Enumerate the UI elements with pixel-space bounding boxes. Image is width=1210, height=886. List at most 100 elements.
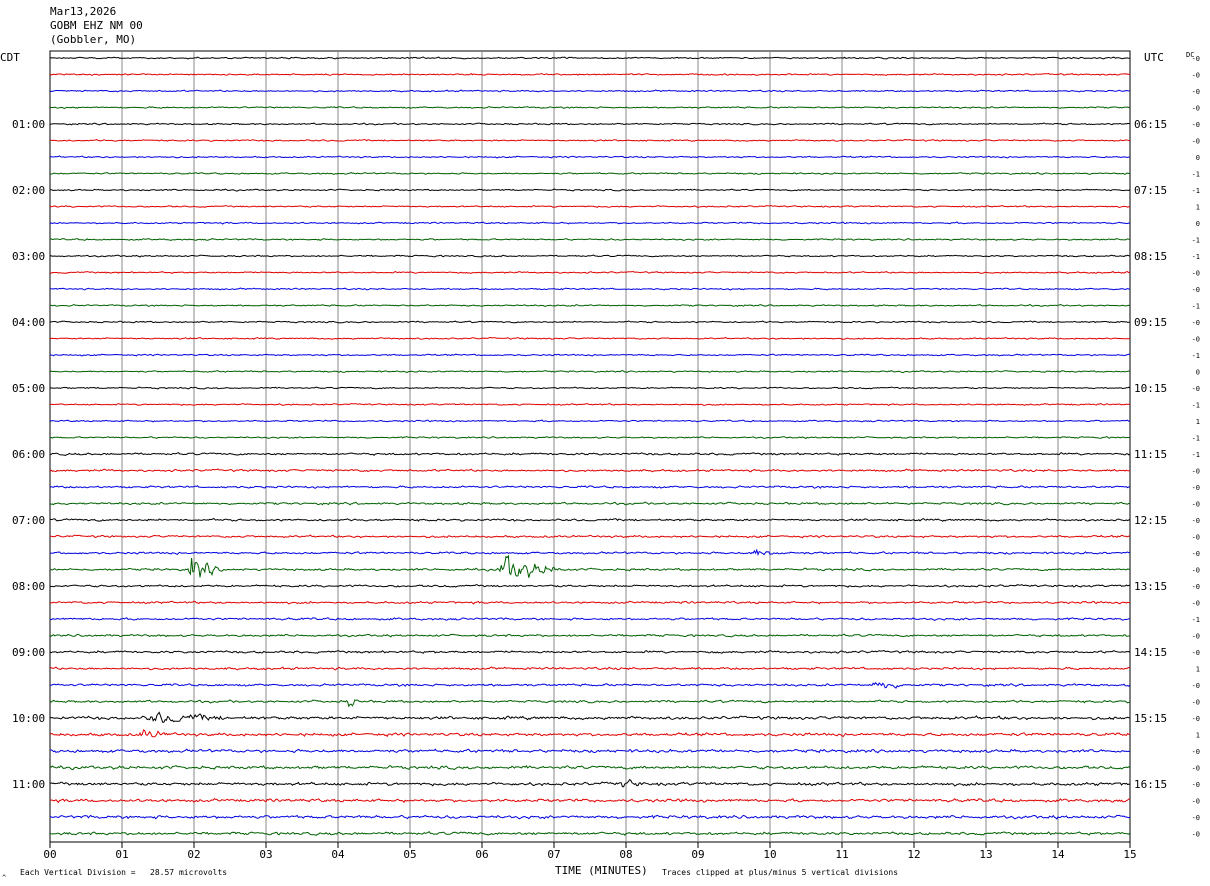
utc-hour-label: 14:15 [1134,646,1167,659]
seismogram-trace [49,764,1131,771]
dc-offset-label: -0 [1192,385,1200,393]
seismogram-trace [49,138,1131,142]
x-tick-label: 12 [907,848,920,861]
cdt-label: CDT [0,51,20,64]
dc-offset-label: 1 [1196,204,1200,212]
seismogram-trace [49,681,1131,689]
station-header: Mar13,2026 GOBM EHZ NM 00 (Gobbler, MO) [50,5,143,47]
utc-label: UTC [1144,51,1164,64]
dc-offset-label: -0 [1192,550,1200,558]
seismogram-trace [49,403,1130,407]
dc-offset-label: -1 [1192,352,1200,360]
dc-offset-label: -0 [1192,484,1200,492]
seismogram-trace [50,436,1131,440]
cdt-hour-label: 06:00 [12,448,45,461]
seismogram-trace [50,451,1131,456]
seismogram-trace [49,729,1131,738]
seismogram-trace [49,584,1131,588]
seismogram-trace [49,699,1131,708]
dc-offset-label: -1 [1192,187,1200,195]
x-axis-title: TIME (MINUTES) [555,864,648,877]
header-location: (Gobbler, MO) [50,33,137,46]
dc-offset-label: -0 [1192,583,1200,591]
seismogram-trace [49,779,1131,788]
dc-offset-label: -0 [1192,105,1200,113]
seismogram-trace [49,270,1131,274]
dc-offset-label: -0 [1192,501,1200,509]
cdt-hour-label: 09:00 [12,646,45,659]
dc-offset-label: -0 [1192,765,1200,773]
utc-hour-label: 09:15 [1134,316,1167,329]
cdt-hour-label: 05:00 [12,382,45,395]
seismogram-trace [49,122,1131,126]
seismogram-trace [49,353,1131,357]
seismogram-trace [49,748,1131,754]
dc-offset-label: 0 [1196,369,1200,377]
x-tick-label: 00 [43,848,56,861]
x-tick-label: 02 [187,848,200,861]
utc-hour-label: 08:15 [1134,250,1167,263]
cdt-hour-label: 01:00 [12,118,45,131]
dc-offset-label: 1 [1196,732,1200,740]
dc-offset-label: -0 [1192,468,1200,476]
scale-note: Each Vertical Division = 28.57 microvolt… [20,868,227,877]
dc-offset-label: -0 [1192,55,1200,63]
seismogram-trace [49,798,1131,804]
x-tick-label: 01 [115,848,128,861]
dc-offset-label: 0 [1196,154,1200,162]
seismogram-trace [49,188,1131,192]
seismogram-trace [49,72,1130,77]
seismogram-trace [49,303,1131,308]
x-tick-label: 11 [835,848,848,861]
header-date: Mar13,2026 [50,5,117,18]
dc-offset-label: -0 [1192,633,1200,641]
seismogram-trace [49,238,1131,241]
dc-offset-label: -1 [1192,616,1200,624]
x-tick-label: 06 [475,848,488,861]
dc-offset-label: -0 [1192,567,1200,575]
plot-frame [49,50,1131,843]
dc-offset-label: -0 [1192,270,1200,278]
dc-offset-label: -0 [1192,748,1200,756]
x-tick-label: 07 [547,848,560,861]
utc-hour-label: 11:15 [1134,448,1167,461]
dc-offset-label: -1 [1192,171,1200,179]
dc-label: DC [1186,51,1194,59]
dc-offset-label: -0 [1192,600,1200,608]
dc-offset-label: -0 [1192,517,1200,525]
dc-offset-label: -0 [1192,72,1200,80]
seismogram-trace [49,468,1131,473]
dc-offset-label: -0 [1192,715,1200,723]
seismogram-trace [49,336,1131,340]
seismogram-trace [49,254,1131,258]
x-tick-label: 08 [619,848,632,861]
dc-offset-label: -0 [1192,534,1200,542]
dc-offset-label: 0 [1196,220,1200,228]
seismogram-trace [49,89,1131,93]
cdt-hour-label: 11:00 [12,778,45,791]
x-tick-label: 03 [259,848,272,861]
utc-hour-label: 16:15 [1134,778,1167,791]
dc-offset-label: -0 [1192,649,1200,657]
seismogram-trace [50,534,1131,539]
seismogram-trace [50,172,1131,175]
seismogram-trace [49,386,1131,390]
dc-offset-label: -0 [1192,682,1200,690]
cdt-hour-label: 08:00 [12,580,45,593]
utc-hour-label: 06:15 [1134,118,1167,131]
dc-offset-label: -1 [1192,237,1200,245]
dc-offset-label: -0 [1192,831,1200,839]
x-tick-label: 09 [691,848,704,861]
dc-offset-label: -0 [1192,138,1200,146]
dc-offset-label: -0 [1192,319,1200,327]
seismogram-trace [49,56,1130,60]
utc-hour-label: 07:15 [1134,184,1167,197]
seismogram-trace [49,600,1131,605]
seismogram-trace [49,554,1131,578]
dc-offset-label: -0 [1192,798,1200,806]
x-tick-label: 15 [1123,848,1136,861]
seismogram-trace [49,518,1131,522]
utc-hour-label: 12:15 [1134,514,1167,527]
label-group: 00 01 02 03 04 05 06 07 08 09 10 11 12 13 14 15-0-0-0-0… [12,55,1200,861]
